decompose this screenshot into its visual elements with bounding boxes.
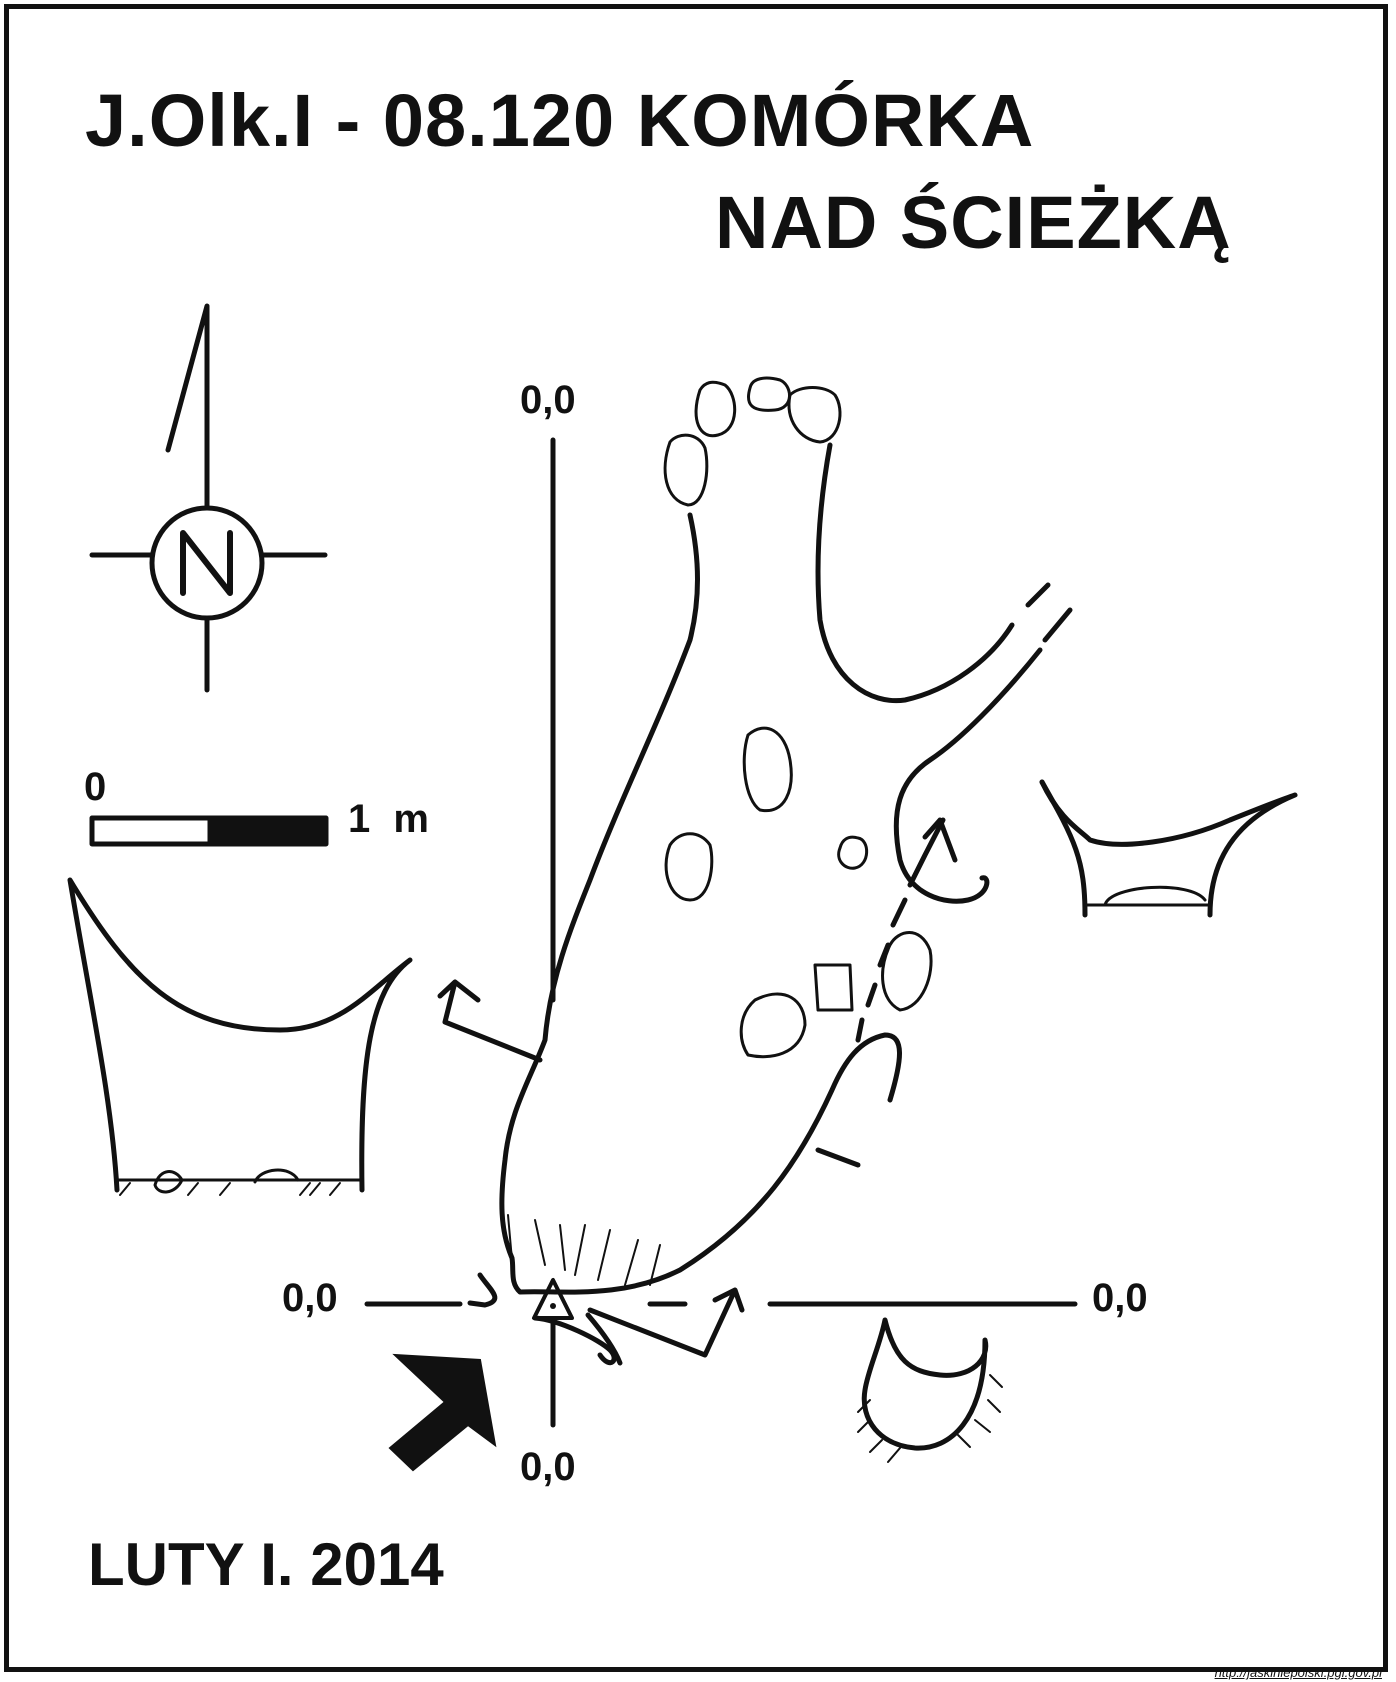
scale-bar	[89, 815, 329, 847]
section-line-3	[587, 1287, 745, 1358]
datum-label-bottom: 0,0	[520, 1445, 576, 1489]
datum-label-left: 0,0	[282, 1276, 338, 1320]
boulder-symbols	[663, 376, 933, 1059]
cross-section-bottom-right	[857, 1317, 1003, 1463]
cave-plan-outline	[467, 442, 1073, 1366]
datum-label-right: 0,0	[1092, 1276, 1148, 1320]
source-link[interactable]: http://jaskiniepolski.pgi.gov.pl	[1214, 1665, 1382, 1680]
map-frame	[4, 4, 1388, 1672]
datum-point-icon	[532, 1278, 574, 1320]
datum-label-top: 0,0	[520, 378, 576, 422]
north-arrow-icon	[89, 303, 328, 693]
section-line-1	[437, 979, 543, 1063]
scale-end-label: 1 m	[348, 797, 429, 841]
survey-date: LUTY I. 2014	[88, 1531, 444, 1598]
cave-title-line1: J.Olk.I - 08.120 KOMÓRKA	[85, 79, 1035, 162]
entrance-arrow-icon	[388, 1353, 497, 1472]
cave-title-line2: NAD ŚCIEŻKĄ	[715, 181, 1232, 264]
section-line-2	[815, 1147, 861, 1168]
cross-section-right-top	[1039, 779, 1298, 918]
cross-section-left	[67, 877, 413, 1196]
scale-start-label: 0	[84, 765, 107, 809]
entrance-floor-hatching	[507, 1214, 661, 1286]
